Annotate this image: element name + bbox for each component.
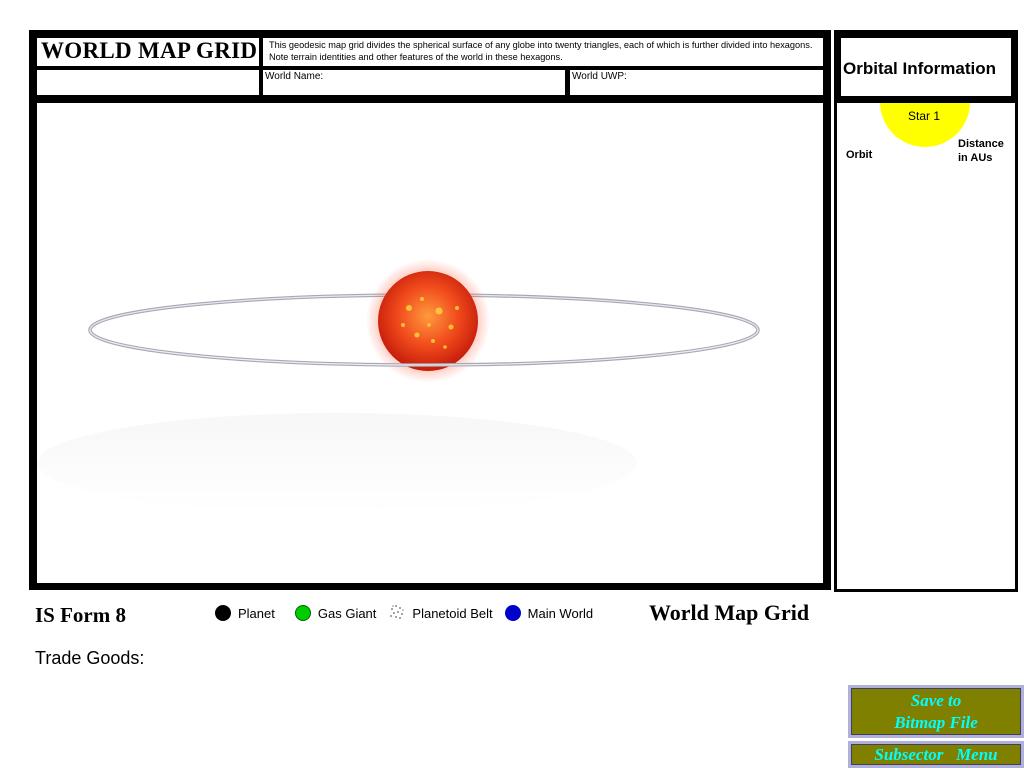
form-number: IS Form 8 — [35, 603, 126, 627]
black-dot-icon — [215, 605, 231, 621]
orbital-title: Orbital Information — [843, 59, 996, 78]
world-uwp-label: World UWP: — [572, 71, 627, 82]
star-label: Star 1 — [908, 109, 941, 123]
subsector-button-label: Subsector Menu — [874, 745, 998, 764]
legend-item-planetoid-belt: Planetoid Belt — [388, 603, 493, 624]
legend-item-planet: Planet — [215, 605, 275, 621]
distance-column-header: Distance in AUs — [958, 138, 1004, 164]
star-system-view — [37, 259, 760, 513]
legend-label: Main World — [527, 605, 594, 621]
form-title: WORLD MAP GRID — [41, 38, 258, 63]
green-dot-icon — [294, 605, 311, 621]
star-surface-spots — [401, 297, 459, 349]
save-button-line1: Save to — [910, 691, 962, 710]
world-name-field[interactable]: World Name: — [263, 70, 565, 95]
form-description-cell: This geodesic map grid divides the spher… — [263, 38, 823, 66]
footer-title: World Map Grid — [649, 600, 810, 625]
save-bitmap-button[interactable]: Save to Bitmap File — [848, 685, 1024, 738]
legend-item-gas-giant: Gas Giant — [294, 605, 377, 621]
legend-label: Planetoid Belt — [412, 605, 493, 621]
legend: Planet Gas Giant Planetoid Belt Main Wor… — [215, 603, 605, 623]
orbit-column-header: Orbit — [846, 149, 873, 161]
legend-item-main-world: Main World — [504, 605, 594, 621]
legend-label: Gas Giant — [317, 605, 377, 621]
orbital-title-cell: Orbital Information — [841, 38, 1011, 96]
ground-shadow — [37, 413, 637, 513]
save-button-line2: Bitmap File — [894, 713, 978, 732]
red-star-icon[interactable] — [378, 271, 478, 371]
dust-icon — [388, 603, 406, 624]
form-description: This geodesic map grid divides the spher… — [269, 40, 813, 62]
subsector-menu-button[interactable]: Subsector Menu — [848, 741, 1024, 768]
world-uwp-field[interactable]: World UWP: — [570, 70, 823, 95]
trade-goods-label: Trade Goods: — [35, 648, 145, 668]
form-title-cell: WORLD MAP GRID — [37, 38, 259, 66]
world-name-label: World Name: — [265, 71, 324, 82]
map-view[interactable] — [37, 103, 823, 583]
blue-dot-icon — [504, 605, 521, 621]
blank-cell — [37, 70, 259, 95]
legend-label: Planet — [238, 605, 275, 621]
orbital-body: Star 1 Orbit Distance in AUs — [837, 103, 1015, 589]
